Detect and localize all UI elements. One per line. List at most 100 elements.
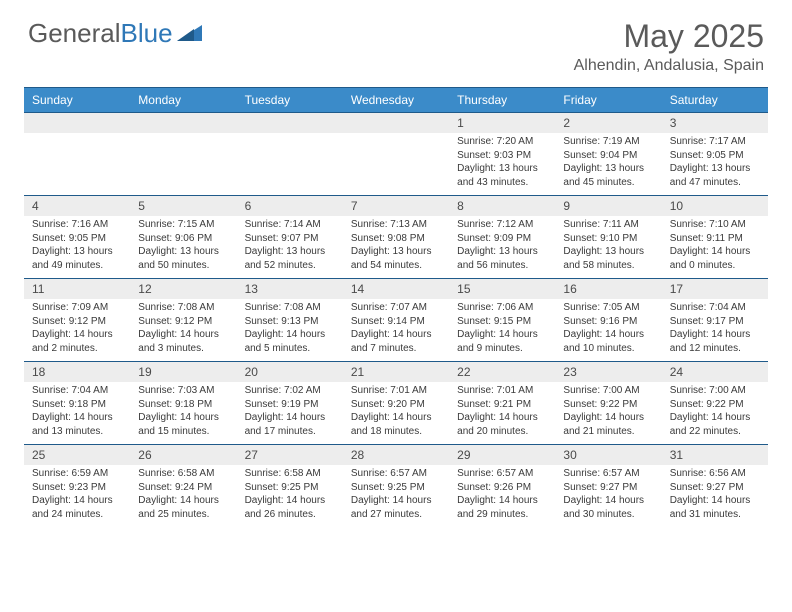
sunrise-text: Sunrise: 6:56 AM (670, 467, 760, 481)
day-cell: Sunrise: 7:01 AMSunset: 9:21 PMDaylight:… (449, 382, 555, 444)
day-cell: Sunrise: 7:04 AMSunset: 9:18 PMDaylight:… (24, 382, 130, 444)
day-cell: Sunrise: 7:00 AMSunset: 9:22 PMDaylight:… (662, 382, 768, 444)
day-cell: Sunrise: 7:02 AMSunset: 9:19 PMDaylight:… (237, 382, 343, 444)
daylight-text: Daylight: 13 hours and 49 minutes. (32, 245, 122, 272)
sunrise-text: Sunrise: 7:00 AM (563, 384, 653, 398)
day-header-cell: Saturday (662, 88, 768, 112)
day-cell: Sunrise: 7:01 AMSunset: 9:20 PMDaylight:… (343, 382, 449, 444)
sunset-text: Sunset: 9:05 PM (32, 232, 122, 246)
daylight-text: Daylight: 14 hours and 21 minutes. (563, 411, 653, 438)
daynum-cell: 19 (130, 362, 236, 382)
sunrise-text: Sunrise: 7:20 AM (457, 135, 547, 149)
sunset-text: Sunset: 9:26 PM (457, 481, 547, 495)
daynum-cell: 3 (662, 113, 768, 133)
sunset-text: Sunset: 9:14 PM (351, 315, 441, 329)
daylight-text: Daylight: 13 hours and 54 minutes. (351, 245, 441, 272)
daynum-cell: 7 (343, 196, 449, 216)
logo-text-2: Blue (121, 18, 173, 49)
sunset-text: Sunset: 9:08 PM (351, 232, 441, 246)
week-block: 11121314151617Sunrise: 7:09 AMSunset: 9:… (24, 278, 768, 361)
daylight-text: Daylight: 14 hours and 31 minutes. (670, 494, 760, 521)
sunrise-text: Sunrise: 7:06 AM (457, 301, 547, 315)
daynum-cell (24, 113, 130, 133)
sunset-text: Sunset: 9:17 PM (670, 315, 760, 329)
sunset-text: Sunset: 9:27 PM (670, 481, 760, 495)
header: GeneralBlue May 2025 Alhendin, Andalusia… (0, 0, 792, 81)
day-header-cell: Tuesday (237, 88, 343, 112)
daynum-row: 11121314151617 (24, 279, 768, 299)
daylight-text: Daylight: 14 hours and 10 minutes. (563, 328, 653, 355)
sunset-text: Sunset: 9:12 PM (32, 315, 122, 329)
daylight-text: Daylight: 14 hours and 22 minutes. (670, 411, 760, 438)
daylight-text: Daylight: 14 hours and 13 minutes. (32, 411, 122, 438)
day-header-cell: Friday (555, 88, 661, 112)
daylight-text: Daylight: 13 hours and 43 minutes. (457, 162, 547, 189)
sunset-text: Sunset: 9:09 PM (457, 232, 547, 246)
content-row: Sunrise: 7:16 AMSunset: 9:05 PMDaylight:… (24, 216, 768, 278)
sunrise-text: Sunrise: 6:57 AM (351, 467, 441, 481)
sunrise-text: Sunrise: 7:07 AM (351, 301, 441, 315)
daynum-cell (237, 113, 343, 133)
day-cell: Sunrise: 7:20 AMSunset: 9:03 PMDaylight:… (449, 133, 555, 195)
day-cell: Sunrise: 6:58 AMSunset: 9:24 PMDaylight:… (130, 465, 236, 527)
sunrise-text: Sunrise: 7:12 AM (457, 218, 547, 232)
month-title: May 2025 (574, 18, 764, 55)
daynum-cell: 9 (555, 196, 661, 216)
daynum-cell: 18 (24, 362, 130, 382)
daylight-text: Daylight: 14 hours and 29 minutes. (457, 494, 547, 521)
daylight-text: Daylight: 13 hours and 52 minutes. (245, 245, 335, 272)
sunrise-text: Sunrise: 7:10 AM (670, 218, 760, 232)
daynum-cell: 14 (343, 279, 449, 299)
sunrise-text: Sunrise: 7:13 AM (351, 218, 441, 232)
day-cell: Sunrise: 7:19 AMSunset: 9:04 PMDaylight:… (555, 133, 661, 195)
sunrise-text: Sunrise: 7:19 AM (563, 135, 653, 149)
sunset-text: Sunset: 9:10 PM (563, 232, 653, 246)
day-cell: Sunrise: 6:56 AMSunset: 9:27 PMDaylight:… (662, 465, 768, 527)
day-cell: Sunrise: 7:08 AMSunset: 9:12 PMDaylight:… (130, 299, 236, 361)
daynum-row: 25262728293031 (24, 445, 768, 465)
week-block: 123Sunrise: 7:20 AMSunset: 9:03 PMDaylig… (24, 112, 768, 195)
week-block: 18192021222324Sunrise: 7:04 AMSunset: 9:… (24, 361, 768, 444)
daylight-text: Daylight: 14 hours and 17 minutes. (245, 411, 335, 438)
day-cell (237, 133, 343, 195)
sunset-text: Sunset: 9:11 PM (670, 232, 760, 246)
logo: GeneralBlue (28, 18, 203, 49)
daynum-cell: 12 (130, 279, 236, 299)
day-cell: Sunrise: 7:00 AMSunset: 9:22 PMDaylight:… (555, 382, 661, 444)
sunset-text: Sunset: 9:21 PM (457, 398, 547, 412)
content-row: Sunrise: 6:59 AMSunset: 9:23 PMDaylight:… (24, 465, 768, 527)
sunrise-text: Sunrise: 7:09 AM (32, 301, 122, 315)
daynum-cell: 31 (662, 445, 768, 465)
content-row: Sunrise: 7:04 AMSunset: 9:18 PMDaylight:… (24, 382, 768, 444)
sunrise-text: Sunrise: 7:03 AM (138, 384, 228, 398)
day-header-cell: Monday (130, 88, 236, 112)
sunrise-text: Sunrise: 7:14 AM (245, 218, 335, 232)
sunrise-text: Sunrise: 7:17 AM (670, 135, 760, 149)
daylight-text: Daylight: 14 hours and 15 minutes. (138, 411, 228, 438)
calendar: Sunday Monday Tuesday Wednesday Thursday… (24, 87, 768, 527)
logo-text-1: General (28, 18, 121, 49)
day-cell: Sunrise: 6:59 AMSunset: 9:23 PMDaylight:… (24, 465, 130, 527)
daylight-text: Daylight: 14 hours and 9 minutes. (457, 328, 547, 355)
sunset-text: Sunset: 9:15 PM (457, 315, 547, 329)
sunset-text: Sunset: 9:22 PM (563, 398, 653, 412)
daylight-text: Daylight: 14 hours and 2 minutes. (32, 328, 122, 355)
sunrise-text: Sunrise: 7:04 AM (670, 301, 760, 315)
sunset-text: Sunset: 9:24 PM (138, 481, 228, 495)
day-cell (130, 133, 236, 195)
day-cell: Sunrise: 7:16 AMSunset: 9:05 PMDaylight:… (24, 216, 130, 278)
sunrise-text: Sunrise: 6:57 AM (563, 467, 653, 481)
sunset-text: Sunset: 9:12 PM (138, 315, 228, 329)
day-header-row: Sunday Monday Tuesday Wednesday Thursday… (24, 88, 768, 112)
daynum-cell: 24 (662, 362, 768, 382)
sunrise-text: Sunrise: 6:59 AM (32, 467, 122, 481)
daynum-cell: 21 (343, 362, 449, 382)
daylight-text: Daylight: 13 hours and 58 minutes. (563, 245, 653, 272)
daylight-text: Daylight: 14 hours and 30 minutes. (563, 494, 653, 521)
daynum-cell: 1 (449, 113, 555, 133)
triangle-icon (177, 18, 203, 49)
daynum-cell: 5 (130, 196, 236, 216)
daynum-cell: 10 (662, 196, 768, 216)
daylight-text: Daylight: 14 hours and 3 minutes. (138, 328, 228, 355)
daylight-text: Daylight: 14 hours and 26 minutes. (245, 494, 335, 521)
